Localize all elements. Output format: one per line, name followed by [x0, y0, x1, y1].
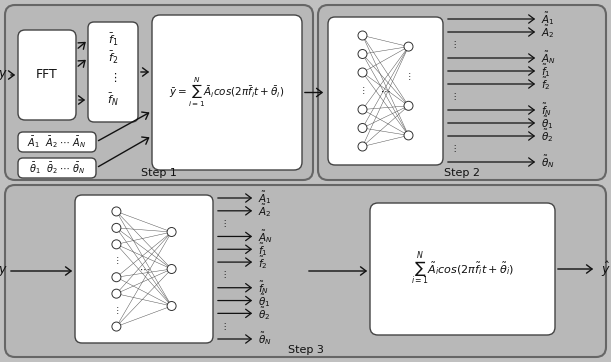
FancyBboxPatch shape	[18, 30, 76, 120]
Text: $\tilde{f}_N$: $\tilde{f}_N$	[541, 102, 552, 118]
Text: $\bar{y}=\sum_{i=1}^{N}\bar{A}_i\mathit{cos}(2\pi\bar{f}_it+\bar{\theta}_i)$: $\bar{y}=\sum_{i=1}^{N}\bar{A}_i\mathit{…	[169, 76, 285, 109]
Text: $\tilde{A}_2$: $\tilde{A}_2$	[541, 24, 555, 41]
FancyBboxPatch shape	[5, 185, 606, 357]
Text: $\tilde{\theta}_1$: $\tilde{\theta}_1$	[541, 115, 554, 131]
Text: Step 1: Step 1	[141, 168, 177, 178]
Text: $\vdots$: $\vdots$	[220, 321, 226, 332]
Text: $\tilde{f}_1$: $\tilde{f}_1$	[541, 63, 551, 79]
Text: $\vdots$: $\vdots$	[450, 39, 456, 51]
Text: $\vdots$: $\vdots$	[109, 72, 117, 84]
Text: $\bar{f}_N$: $\bar{f}_N$	[107, 92, 119, 108]
Text: $\vdots$: $\vdots$	[113, 255, 120, 266]
Text: $\tilde{A}_1$: $\tilde{A}_1$	[258, 190, 272, 206]
Circle shape	[404, 131, 413, 140]
FancyBboxPatch shape	[152, 15, 302, 170]
Text: $\vdots$: $\vdots$	[220, 269, 226, 281]
Circle shape	[112, 273, 121, 282]
Text: $\tilde{\theta}_N$: $\tilde{\theta}_N$	[541, 153, 555, 171]
Text: $\bar{f}_2$: $\bar{f}_2$	[108, 50, 118, 66]
Text: $\vdots$: $\vdots$	[450, 92, 456, 102]
Text: Step 3: Step 3	[288, 345, 323, 355]
Text: $\tilde{A}_N$: $\tilde{A}_N$	[258, 228, 273, 245]
Text: $\tilde{\theta}_2$: $\tilde{\theta}_2$	[541, 127, 554, 144]
Text: $\vdots$: $\vdots$	[220, 218, 226, 229]
Text: $\vdots$: $\vdots$	[406, 71, 412, 82]
Text: $\vdots$: $\vdots$	[450, 143, 456, 155]
Circle shape	[112, 240, 121, 249]
Circle shape	[112, 322, 121, 331]
Circle shape	[358, 68, 367, 77]
FancyBboxPatch shape	[18, 132, 96, 152]
Circle shape	[358, 142, 367, 151]
Text: $\tilde{\theta}_2$: $\tilde{\theta}_2$	[258, 305, 270, 322]
Text: $\bar{A}_1\ \ \bar{A}_2\ \cdots\ \bar{A}_N$: $\bar{A}_1\ \ \bar{A}_2\ \cdots\ \bar{A}…	[27, 134, 87, 150]
Text: $\bar{f}_1$: $\bar{f}_1$	[108, 32, 118, 48]
Circle shape	[167, 302, 176, 311]
Text: $\tilde{f}_N$: $\tilde{f}_N$	[258, 279, 269, 296]
Text: $\tilde{\theta}_1$: $\tilde{\theta}_1$	[258, 292, 271, 309]
Text: $\sum_{i=1}^{N}\tilde{A}_i\mathit{cos}(2\pi\tilde{f}_it+\tilde{\theta}_i)$: $\sum_{i=1}^{N}\tilde{A}_i\mathit{cos}(2…	[411, 251, 514, 287]
Text: $\tilde{f}_2$: $\tilde{f}_2$	[258, 254, 268, 270]
FancyBboxPatch shape	[318, 5, 606, 180]
Text: $\cdots$: $\cdots$	[380, 86, 391, 96]
Circle shape	[404, 42, 413, 51]
FancyBboxPatch shape	[18, 158, 96, 178]
Circle shape	[358, 50, 367, 59]
Text: $\tilde{A}_N$: $\tilde{A}_N$	[541, 50, 556, 66]
Text: $\hat{y}$: $\hat{y}$	[601, 260, 611, 278]
Text: $y$: $y$	[0, 68, 8, 82]
Circle shape	[112, 207, 121, 216]
Circle shape	[112, 223, 121, 232]
Circle shape	[358, 31, 367, 40]
Text: $\tilde{A}_2$: $\tilde{A}_2$	[258, 202, 272, 219]
Text: $\tilde{f}_2$: $\tilde{f}_2$	[541, 76, 551, 92]
Text: $\vdots$: $\vdots$	[359, 85, 365, 97]
Circle shape	[167, 227, 176, 236]
Text: $\vdots$: $\vdots$	[113, 304, 120, 316]
Text: FFT: FFT	[36, 68, 58, 81]
FancyBboxPatch shape	[328, 17, 443, 165]
Circle shape	[112, 289, 121, 298]
Text: $y$: $y$	[0, 264, 8, 278]
Text: $\tilde{A}_1$: $\tilde{A}_1$	[541, 10, 555, 28]
Circle shape	[358, 105, 367, 114]
FancyBboxPatch shape	[370, 203, 555, 335]
Circle shape	[167, 265, 176, 274]
FancyBboxPatch shape	[75, 195, 213, 343]
Text: Step 2: Step 2	[444, 168, 480, 178]
Text: $\tilde{f}_1$: $\tilde{f}_1$	[258, 241, 268, 258]
FancyBboxPatch shape	[5, 5, 313, 180]
Text: $\bar{\theta}_1\ \ \bar{\theta}_2\ \cdots\ \bar{\theta}_N$: $\bar{\theta}_1\ \ \bar{\theta}_2\ \cdot…	[29, 160, 86, 176]
FancyBboxPatch shape	[88, 22, 138, 122]
Text: $\cdots$: $\cdots$	[139, 264, 149, 274]
Text: $\tilde{\theta}_N$: $\tilde{\theta}_N$	[258, 331, 272, 348]
Circle shape	[404, 101, 413, 110]
Circle shape	[358, 123, 367, 132]
